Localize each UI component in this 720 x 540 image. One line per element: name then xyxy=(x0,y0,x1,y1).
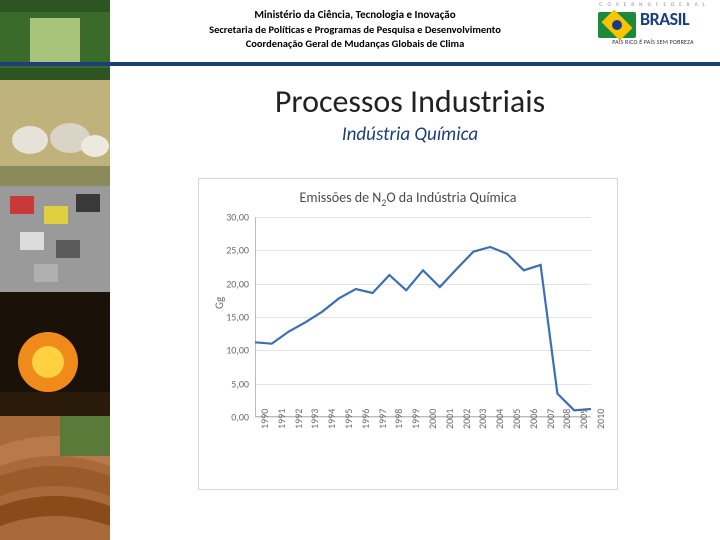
logo-tagline: PAÍS RICO É PAÍS SEM POBREZA xyxy=(598,38,708,46)
chart-title-post: O da Indústria Química xyxy=(386,189,516,206)
chart-title: Emissões de N2O da Indústria Química xyxy=(199,179,617,213)
thumb-mining xyxy=(0,416,110,540)
header-line-1: Ministério da Ciência, Tecnologia e Inov… xyxy=(130,8,580,23)
thumb-cattle xyxy=(0,80,110,186)
brasil-flag-icon xyxy=(598,12,636,38)
slide-subtitle: Indústria Química xyxy=(140,123,680,146)
slide-title-block: Processos Industriais Indústria Química xyxy=(140,82,680,146)
brasil-gov-logo: G O V E R N O F E D E R A L BRASIL PAÍS … xyxy=(598,6,708,54)
thumb-traffic xyxy=(0,186,110,292)
y-tick-label: 30,00 xyxy=(226,211,249,224)
header-line-3: Coordenação Geral de Mudanças Globais de… xyxy=(130,37,580,51)
y-axis-label: Gg xyxy=(213,297,226,309)
n2o-emissions-chart: Emissões de N2O da Indústria Química Gg … xyxy=(198,178,618,490)
y-tick-label: 15,00 xyxy=(226,311,249,324)
x-axis-labels: 1990199119921993199419951996199719981999… xyxy=(255,419,591,479)
ministry-header: Ministério da Ciência, Tecnologia e Inov… xyxy=(130,8,580,51)
y-tick-label: 0,00 xyxy=(231,411,249,424)
sidebar-photo-strip xyxy=(0,0,110,540)
thumb-foundry xyxy=(0,292,110,416)
chart-line-svg xyxy=(255,217,591,417)
y-tick-label: 25,00 xyxy=(226,244,249,257)
y-tick-label: 20,00 xyxy=(226,277,249,290)
y-tick-label: 5,00 xyxy=(231,377,249,390)
y-tick-label: 10,00 xyxy=(226,344,249,357)
slide-header: Ministério da Ciência, Tecnologia e Inov… xyxy=(0,0,720,66)
slide-title: Processos Industriais xyxy=(140,82,680,121)
x-tick-label: 2010 xyxy=(594,409,648,429)
header-line-2: Secretaria de Políticas e Programas de P… xyxy=(130,23,580,37)
header-divider xyxy=(0,62,720,66)
emissions-series-line xyxy=(255,247,591,410)
logo-word: BRASIL xyxy=(640,8,689,30)
chart-plot-area: 0,005,0010,0015,0020,0025,0030,00 xyxy=(255,217,591,417)
chart-title-pre: Emissões de N xyxy=(300,189,382,206)
